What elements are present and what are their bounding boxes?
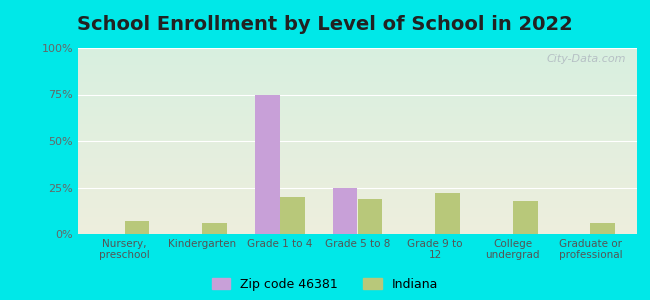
Bar [255,94,280,234]
Bar [590,223,616,234]
Bar [358,199,382,234]
Bar [202,223,227,234]
Text: City-Data.com: City-Data.com [546,54,626,64]
Bar [125,221,150,234]
Text: School Enrollment by Level of School in 2022: School Enrollment by Level of School in … [77,15,573,34]
Legend: Zip code 46381, Indiana: Zip code 46381, Indiana [212,278,438,291]
Bar [333,188,358,234]
Bar [513,200,538,234]
Bar [280,197,305,234]
Bar [435,193,460,234]
